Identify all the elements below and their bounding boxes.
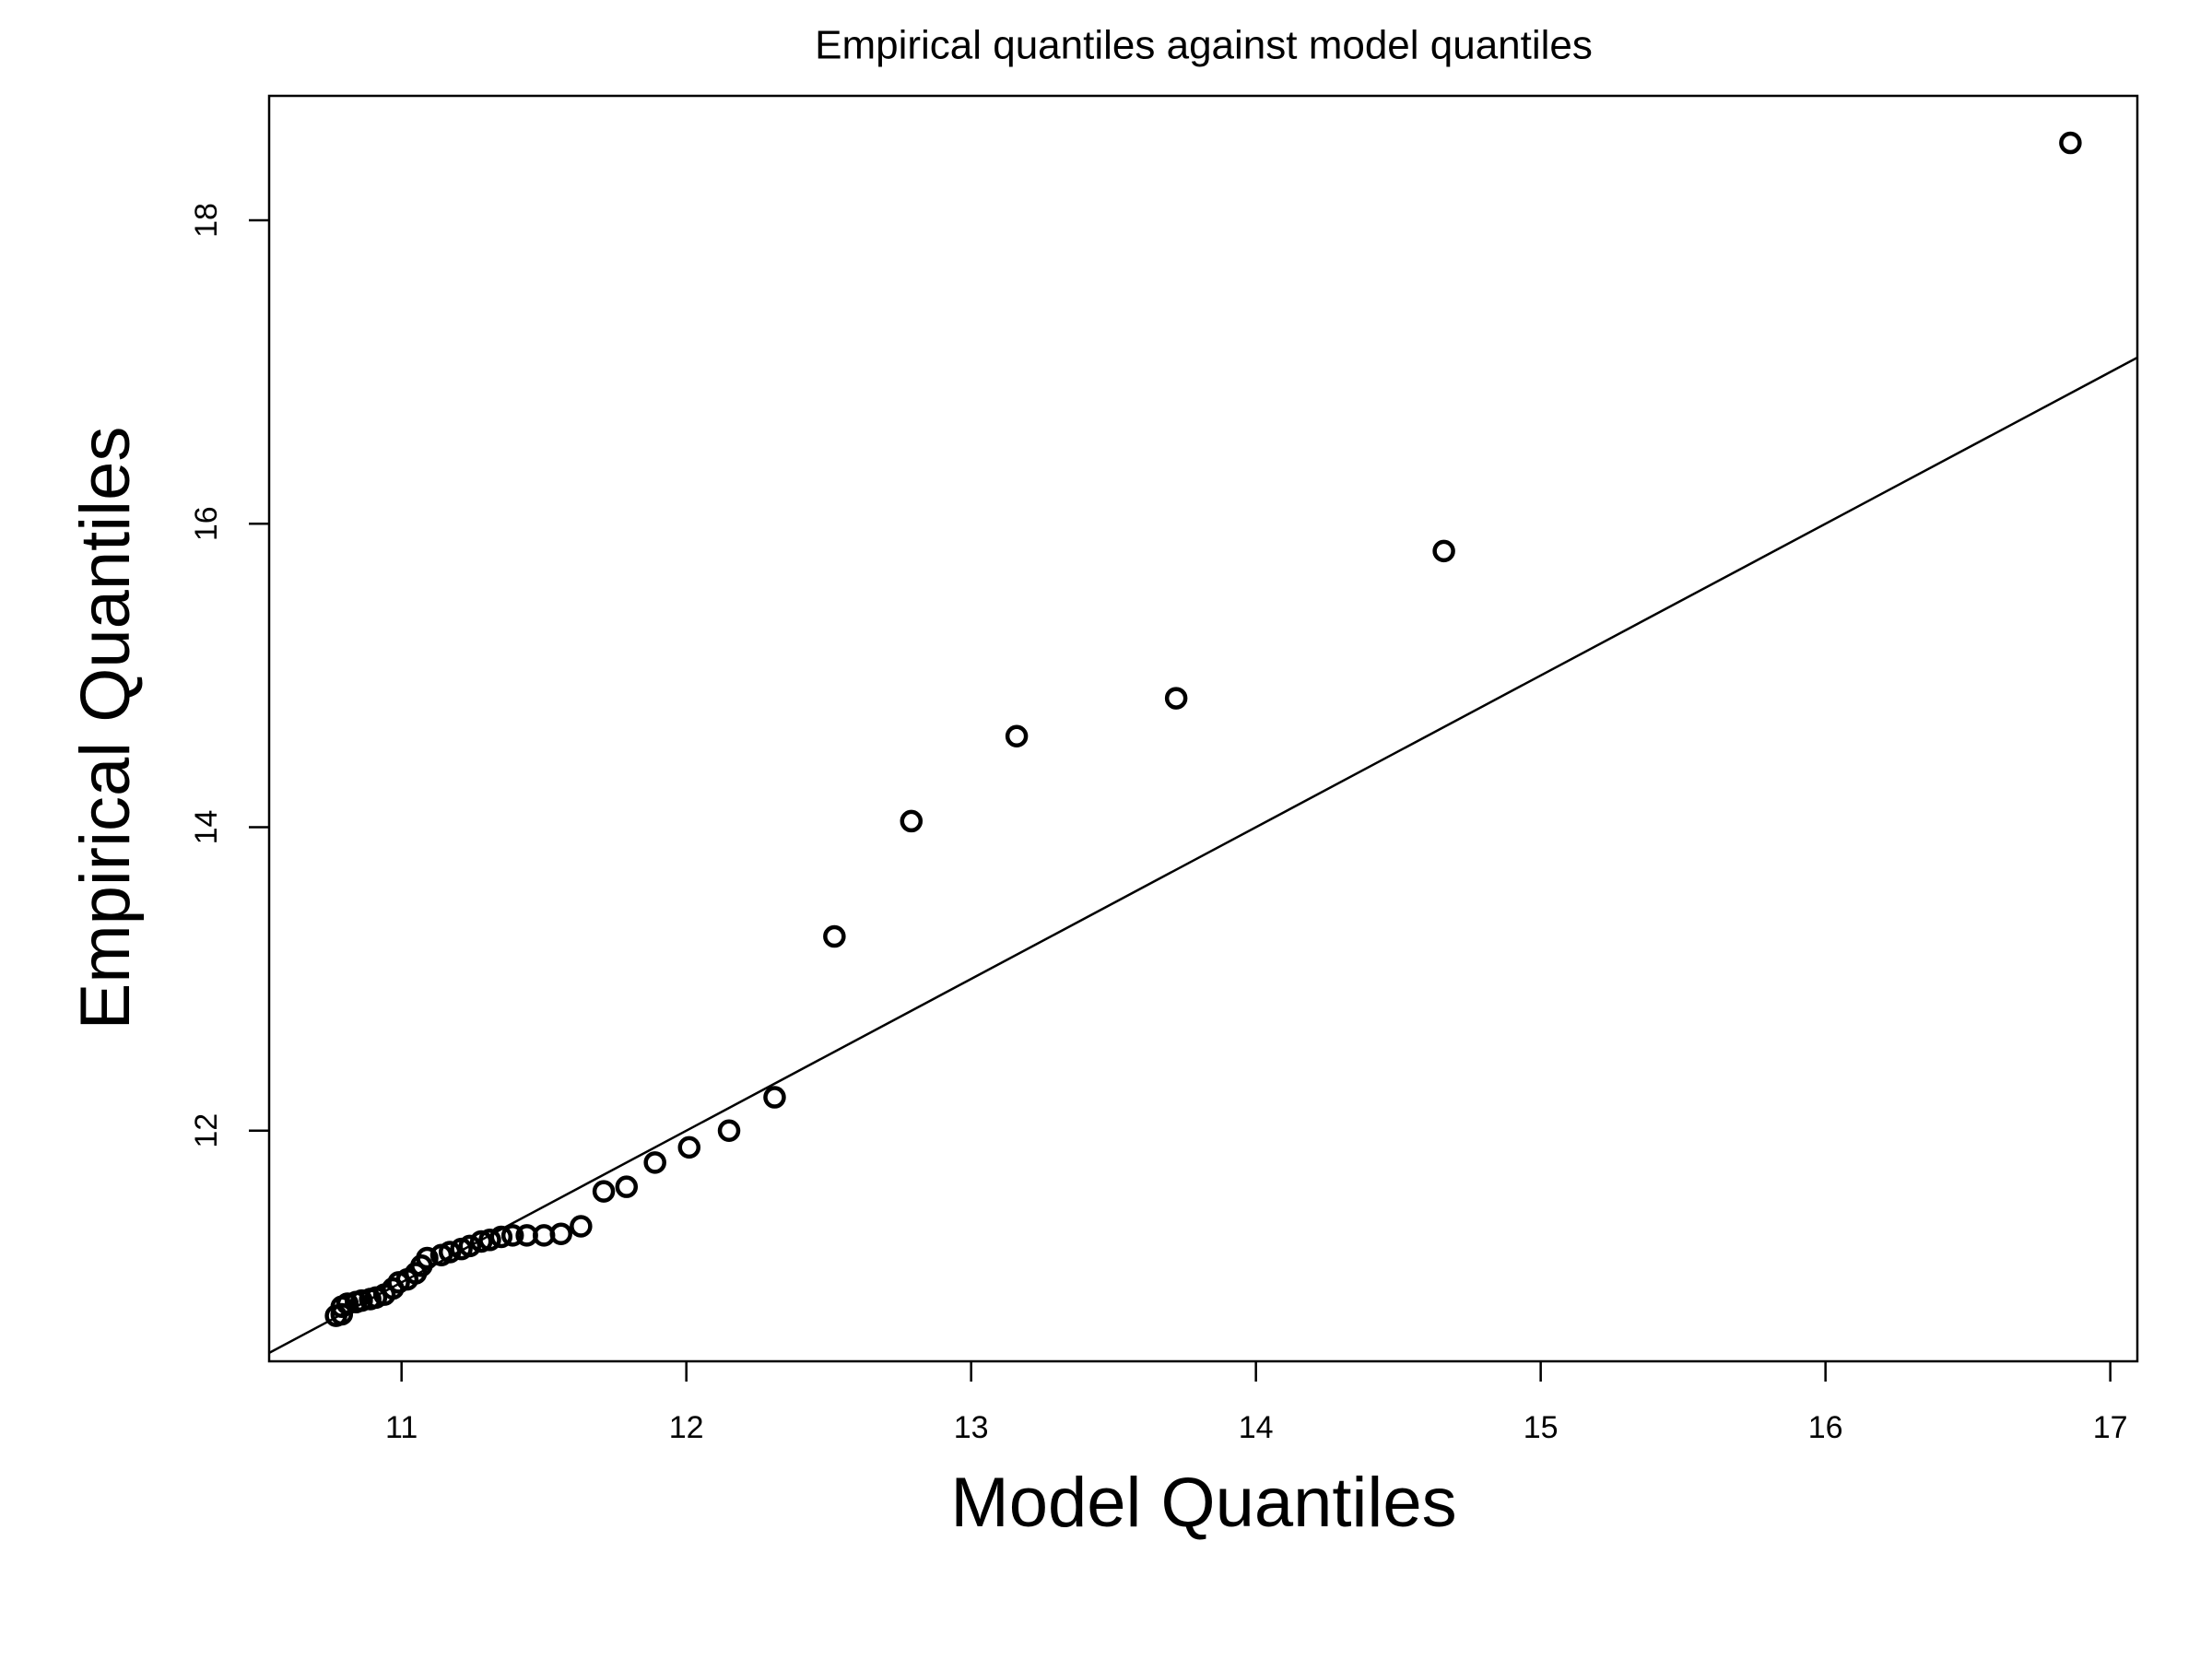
x-tick-label: 16 xyxy=(1808,1410,1843,1445)
point xyxy=(478,1229,501,1252)
point xyxy=(2059,131,2082,155)
point xyxy=(763,1086,786,1109)
point xyxy=(450,1237,473,1261)
point xyxy=(615,1175,639,1198)
chart-title: Empirical quantiles against model quanti… xyxy=(815,23,1593,68)
x-tick-label: 12 xyxy=(669,1410,704,1445)
point xyxy=(469,1230,493,1253)
x-tick-label: 11 xyxy=(385,1410,418,1445)
point xyxy=(570,1215,593,1238)
point xyxy=(823,924,846,948)
x-tick-label: 13 xyxy=(954,1410,989,1445)
y-axis-label: Empirical Quantiles xyxy=(66,427,145,1030)
point xyxy=(1164,687,1188,710)
point xyxy=(643,1151,666,1174)
point xyxy=(500,1224,524,1247)
point xyxy=(515,1224,538,1247)
point xyxy=(900,809,924,833)
y-tick-label: 16 xyxy=(189,506,224,541)
x-tick-label: 14 xyxy=(1239,1410,1274,1445)
reference-line xyxy=(269,356,2137,1355)
x-tick-label: 15 xyxy=(1524,1410,1559,1445)
point xyxy=(489,1225,513,1249)
point xyxy=(344,1290,368,1314)
y-tick-label: 12 xyxy=(189,1113,224,1148)
point xyxy=(429,1243,453,1267)
point xyxy=(387,1271,410,1294)
x-axis-label: Model Quantiles xyxy=(950,1464,1456,1542)
y-tick-label: 18 xyxy=(189,203,224,238)
point xyxy=(359,1288,382,1311)
point xyxy=(324,1304,347,1327)
point xyxy=(717,1119,741,1143)
point xyxy=(1005,724,1029,747)
point xyxy=(592,1180,616,1203)
plot-frame xyxy=(267,94,2139,1363)
point xyxy=(1432,539,1455,563)
point xyxy=(677,1135,701,1159)
y-tick-label: 14 xyxy=(189,810,224,845)
x-tick-label: 17 xyxy=(2093,1410,2128,1445)
